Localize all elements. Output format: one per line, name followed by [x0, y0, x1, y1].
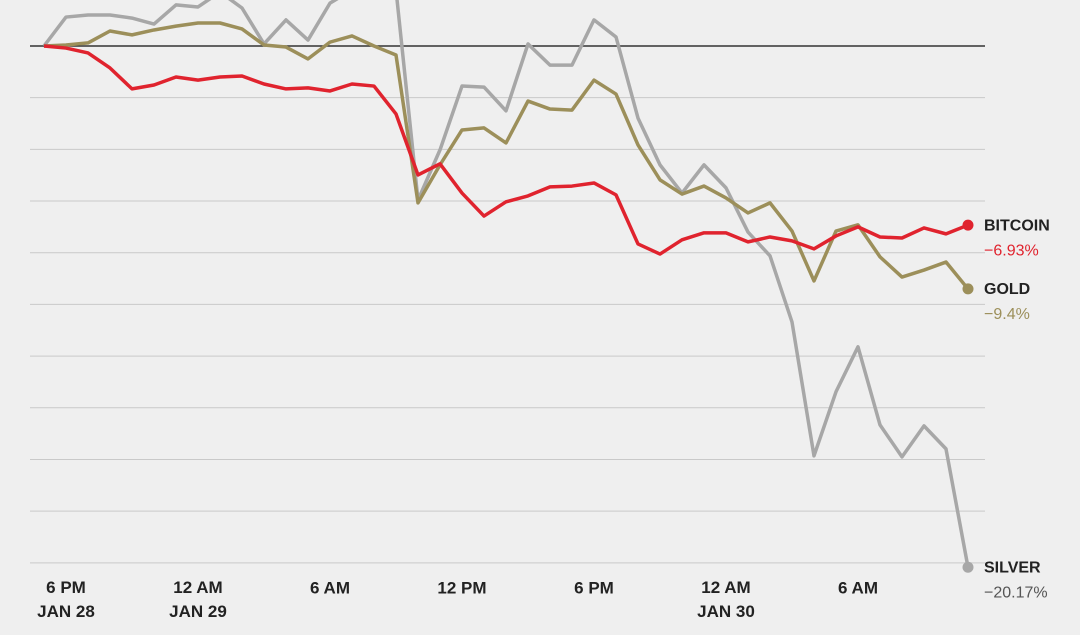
x-tick-label: 12 AM JAN 30: [697, 578, 755, 621]
legend-label: BITCOIN: [984, 217, 1050, 234]
end-dot: [962, 219, 974, 231]
x-tick-label: 6 AM: [838, 578, 878, 597]
x-tick-label: 6 AM: [310, 578, 350, 597]
value-label: −9.4%: [984, 306, 1030, 323]
labels: 6 PM JAN 28 12 AM JAN 29 6 AM 12 PM 6 PM 12 AM J…: [37, 217, 1050, 621]
value-label: −6.93%: [984, 242, 1039, 259]
x-tick-label: 12 AM JAN 29: [169, 578, 227, 621]
series-line: [43, 44, 969, 256]
x-tick-label: 6 PM: [574, 578, 614, 597]
legend-label: SILVER: [984, 559, 1041, 576]
value-label: −20.17%: [984, 584, 1048, 601]
x-tick-label: 6 PM JAN 28: [37, 578, 95, 621]
series-line: [43, 21, 970, 291]
end-dot: [962, 283, 974, 295]
grid: [30, 45, 985, 564]
legend-label: GOLD: [984, 281, 1030, 298]
end-dot: [962, 561, 974, 573]
series-line: [42, 0, 970, 568]
x-tick-label: 12 PM: [437, 578, 486, 597]
lines: [42, 0, 970, 568]
